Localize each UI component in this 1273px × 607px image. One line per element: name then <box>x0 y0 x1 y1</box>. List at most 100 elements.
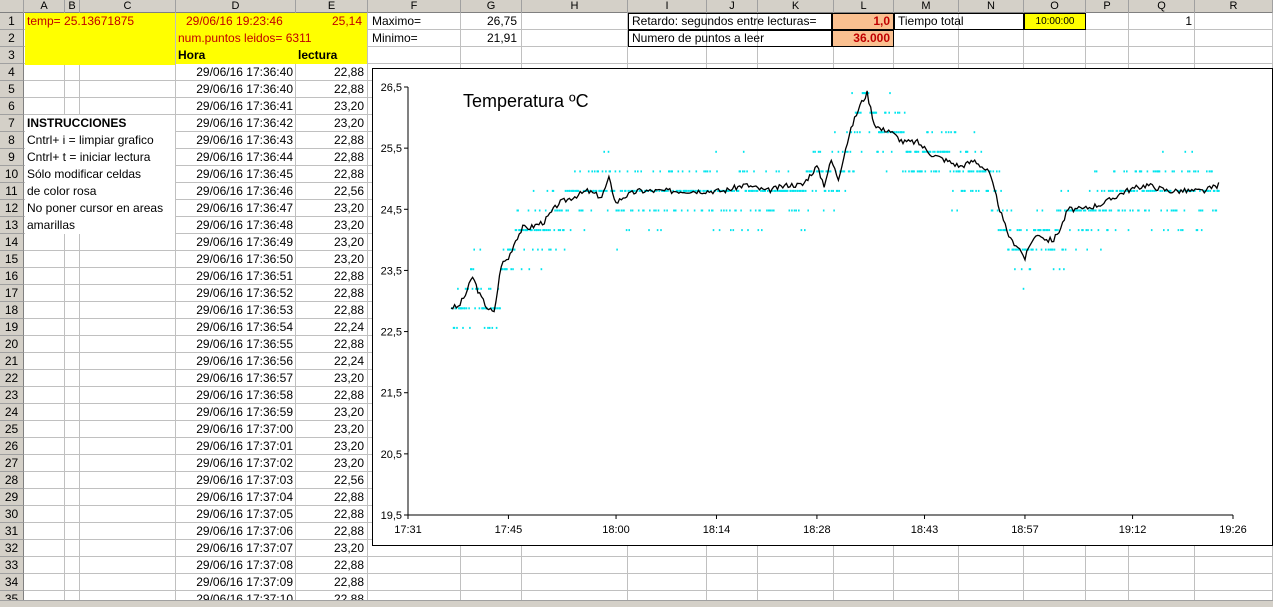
row-header-24[interactable]: 24 <box>0 404 24 421</box>
reading-value[interactable]: 22,88 <box>333 575 364 589</box>
reading-value[interactable]: 23,20 <box>333 99 364 113</box>
reading-value[interactable]: 23,20 <box>333 116 364 130</box>
column-header-e[interactable]: E <box>296 0 368 13</box>
row-header-16[interactable]: 16 <box>0 268 24 285</box>
row-header-1[interactable]: 1 <box>0 13 24 30</box>
reading-time[interactable]: 29/06/16 17:36:54 <box>196 320 293 334</box>
reading-value[interactable]: 23,20 <box>333 541 364 555</box>
cell-d2-num-points[interactable]: num.puntos leidos= 6311 <box>176 30 367 47</box>
column-header-a[interactable]: A <box>24 0 65 13</box>
reading-time[interactable]: 29/06/16 17:36:42 <box>196 116 293 130</box>
row-header-7[interactable]: 7 <box>0 115 24 132</box>
reading-value[interactable]: 22,88 <box>333 337 364 351</box>
reading-value[interactable]: 22,88 <box>333 167 364 181</box>
row-header-22[interactable]: 22 <box>0 370 24 387</box>
cell-i2-numero-label[interactable]: Numero de puntos a leer <box>628 30 832 47</box>
reading-value[interactable]: 22,88 <box>333 133 364 147</box>
column-header-f[interactable]: F <box>368 0 461 13</box>
reading-time[interactable]: 29/06/16 17:37:09 <box>196 575 293 589</box>
row-header-33[interactable]: 33 <box>0 557 24 574</box>
row-header-23[interactable]: 23 <box>0 387 24 404</box>
instruction-line[interactable]: Cntrl+ i = limpiar grafico <box>25 132 175 149</box>
row-header-3[interactable]: 3 <box>0 47 24 64</box>
reading-time[interactable]: 29/06/16 17:37:06 <box>196 524 293 538</box>
reading-time[interactable]: 29/06/16 17:36:43 <box>196 133 293 147</box>
reading-value[interactable]: 22,88 <box>333 303 364 317</box>
cell-e1-current[interactable]: 25,14 <box>296 13 367 30</box>
instruction-line[interactable]: de color rosa <box>25 183 175 200</box>
reading-time[interactable]: 29/06/16 17:37:08 <box>196 558 293 572</box>
reading-time[interactable]: 29/06/16 17:36:52 <box>196 286 293 300</box>
reading-time[interactable]: 29/06/16 17:36:48 <box>196 218 293 232</box>
row-header-27[interactable]: 27 <box>0 455 24 472</box>
reading-value[interactable]: 22,88 <box>333 524 364 538</box>
row-header-20[interactable]: 20 <box>0 336 24 353</box>
cell-d3-hora[interactable]: Hora <box>176 47 296 64</box>
row-header-4[interactable]: 4 <box>0 64 24 81</box>
column-header-b[interactable]: B <box>65 0 80 13</box>
cell-q1-value[interactable]: 1 <box>1185 14 1192 28</box>
select-all-corner[interactable] <box>0 0 24 13</box>
row-header-15[interactable]: 15 <box>0 251 24 268</box>
row-header-31[interactable]: 31 <box>0 523 24 540</box>
instruction-line[interactable]: Sólo modificar celdas <box>25 166 175 183</box>
row-header-29[interactable]: 29 <box>0 489 24 506</box>
row-header-26[interactable]: 26 <box>0 438 24 455</box>
cell-a1-temp[interactable]: temp= 25.13671875 <box>25 13 175 65</box>
column-header-r[interactable]: R <box>1195 0 1273 13</box>
cell-i1-retardo-label[interactable]: Retardo: segundos entre lecturas= <box>628 13 832 30</box>
cell-e3-lectura[interactable]: lectura <box>296 47 367 64</box>
reading-value[interactable]: 23,20 <box>333 235 364 249</box>
reading-time[interactable]: 29/06/16 17:36:58 <box>196 388 293 402</box>
column-header-q[interactable]: Q <box>1129 0 1195 13</box>
reading-time[interactable]: 29/06/16 17:36:53 <box>196 303 293 317</box>
cell-f1-max-label[interactable]: Maximo= <box>372 14 422 28</box>
cell-g2-min-value[interactable]: 21,91 <box>486 31 517 45</box>
reading-time[interactable]: 29/06/16 17:36:55 <box>196 337 293 351</box>
reading-time[interactable]: 29/06/16 17:36:44 <box>196 150 293 164</box>
column-header-h[interactable]: H <box>522 0 628 13</box>
reading-value[interactable]: 23,20 <box>333 218 364 232</box>
reading-value[interactable]: 22,88 <box>333 286 364 300</box>
row-header-6[interactable]: 6 <box>0 98 24 115</box>
reading-value[interactable]: 23,20 <box>333 405 364 419</box>
reading-time[interactable]: 29/06/16 17:36:49 <box>196 235 293 249</box>
reading-value[interactable]: 23,20 <box>333 201 364 215</box>
row-header-32[interactable]: 32 <box>0 540 24 557</box>
row-header-17[interactable]: 17 <box>0 285 24 302</box>
cell-d1-datetime[interactable]: 29/06/16 19:23:46 <box>176 13 296 30</box>
reading-time[interactable]: 29/06/16 17:36:59 <box>196 405 293 419</box>
reading-time[interactable]: 29/06/16 17:36:56 <box>196 354 293 368</box>
reading-value[interactable]: 23,20 <box>333 456 364 470</box>
reading-value[interactable]: 22,56 <box>333 473 364 487</box>
column-header-k[interactable]: K <box>758 0 834 13</box>
reading-time[interactable]: 29/06/16 17:36:40 <box>196 65 293 79</box>
column-header-o[interactable]: O <box>1024 0 1086 13</box>
reading-time[interactable]: 29/06/16 17:37:00 <box>196 422 293 436</box>
row-header-28[interactable]: 28 <box>0 472 24 489</box>
reading-time[interactable]: 29/06/16 17:37:01 <box>196 439 293 453</box>
cell-m1-tiempo-label[interactable]: Tiempo total <box>894 13 1024 30</box>
reading-value[interactable]: 22,88 <box>333 558 364 572</box>
reading-time[interactable]: 29/06/16 17:36:45 <box>196 167 293 181</box>
reading-value[interactable]: 22,56 <box>333 184 364 198</box>
row-header-10[interactable]: 10 <box>0 166 24 183</box>
row-header-9[interactable]: 9 <box>0 149 24 166</box>
column-header-l[interactable]: L <box>834 0 894 13</box>
reading-time[interactable]: 29/06/16 17:37:05 <box>196 507 293 521</box>
column-header-g[interactable]: G <box>461 0 522 13</box>
row-header-11[interactable]: 11 <box>0 183 24 200</box>
reading-time[interactable]: 29/06/16 17:36:50 <box>196 252 293 266</box>
instruction-line[interactable]: Cntrl+ t = iniciar lectura <box>25 149 175 166</box>
reading-value[interactable]: 23,20 <box>333 439 364 453</box>
reading-time[interactable]: 29/06/16 17:36:57 <box>196 371 293 385</box>
row-header-30[interactable]: 30 <box>0 506 24 523</box>
reading-time[interactable]: 29/06/16 17:37:04 <box>196 490 293 504</box>
reading-time[interactable]: 29/06/16 17:36:47 <box>196 201 293 215</box>
cell-o1-tiempo-value[interactable]: 10:00:00 <box>1024 13 1086 30</box>
row-header-19[interactable]: 19 <box>0 319 24 336</box>
reading-time[interactable]: 29/06/16 17:36:46 <box>196 184 293 198</box>
reading-value[interactable]: 23,20 <box>333 371 364 385</box>
reading-value[interactable]: 22,88 <box>333 269 364 283</box>
reading-value[interactable]: 22,24 <box>333 320 364 334</box>
